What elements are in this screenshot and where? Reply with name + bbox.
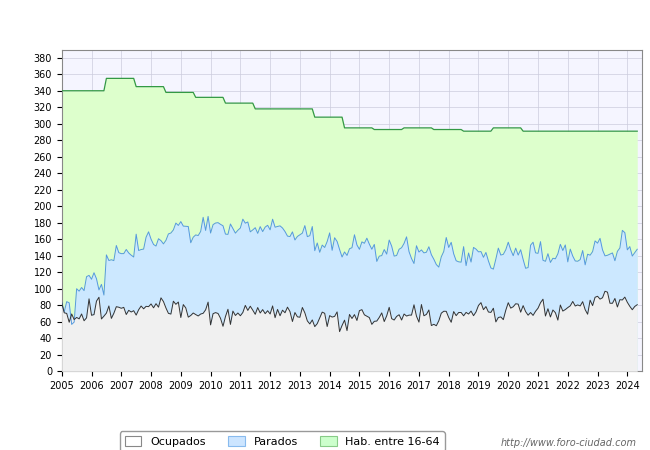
- Text: http://www.foro-ciudad.com: http://www.foro-ciudad.com: [501, 438, 637, 448]
- Legend: Ocupados, Parados, Hab. entre 16-64: Ocupados, Parados, Hab. entre 16-64: [120, 431, 445, 450]
- Text: Santa Cruz de los Cáñamos - Evolucion de la poblacion en edad de Trabajar Mayo d: Santa Cruz de los Cáñamos - Evolucion de…: [48, 15, 602, 28]
